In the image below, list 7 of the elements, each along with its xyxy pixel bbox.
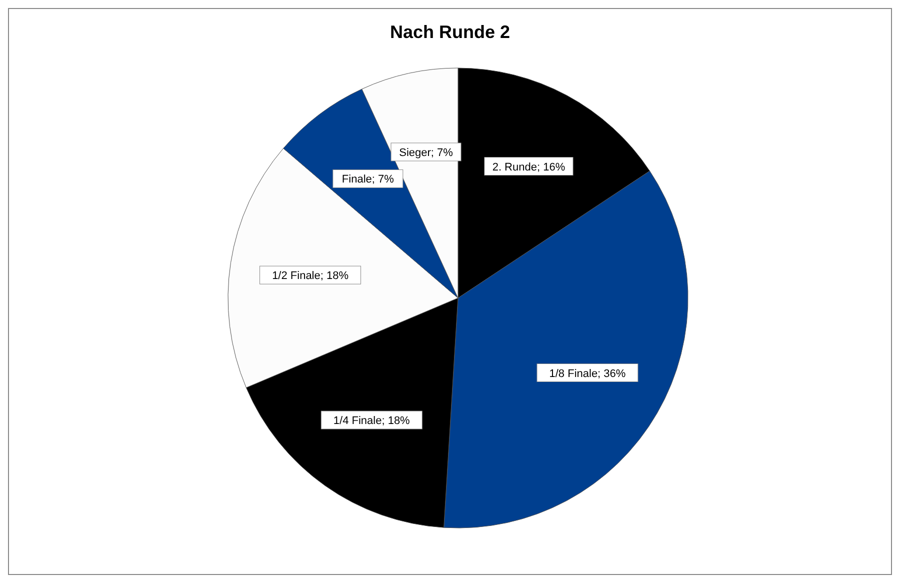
slice-label: 1/2 Finale; 18% (272, 270, 349, 282)
slice-label: Finale; 7% (342, 174, 394, 186)
slice-label: 1/8 Finale; 36% (549, 368, 626, 380)
slice-label: 2. Runde; 16% (492, 161, 566, 174)
chart-title: Nach Runde 2 (390, 22, 510, 42)
slice-label: Sieger; 7% (399, 146, 454, 159)
slice-label: 1/4 Finale; 18% (333, 415, 410, 428)
